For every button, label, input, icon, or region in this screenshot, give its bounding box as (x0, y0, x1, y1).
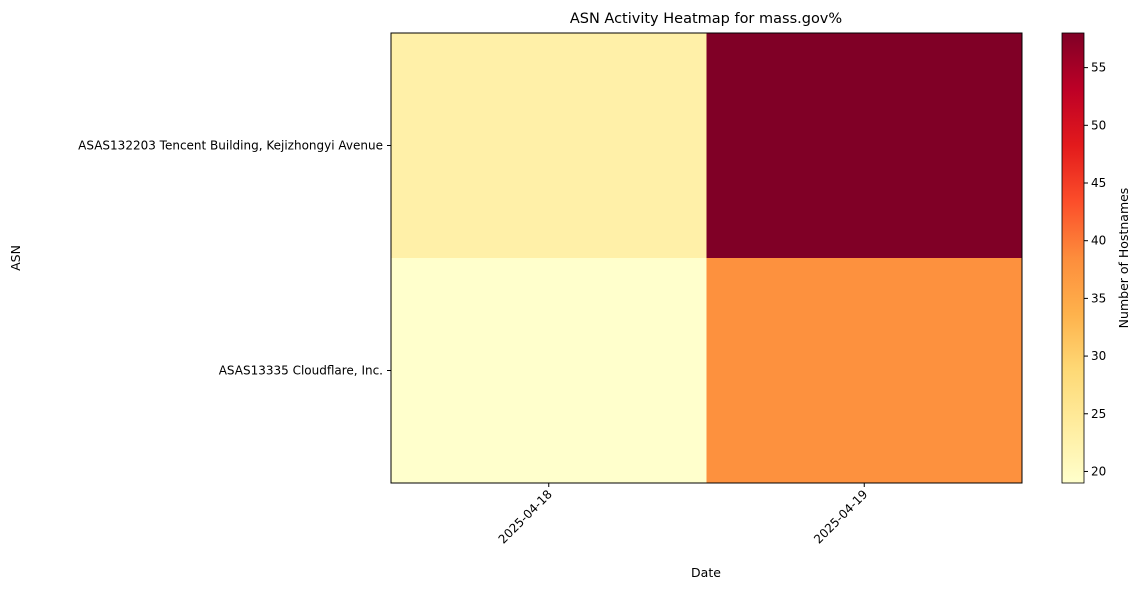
heatmap-cell (391, 258, 707, 484)
y-axis-ticks: ASAS132203 Tencent Building, Kejizhongyi… (78, 139, 391, 378)
x-axis-label: Date (691, 565, 721, 580)
colorbar-tick-label: 20 (1091, 464, 1106, 478)
x-tick-label: 2025-04-19 (811, 487, 870, 546)
colorbar-tick-label: 50 (1091, 118, 1106, 132)
y-tick-label: ASAS13335 Cloudflare, Inc. (219, 364, 383, 378)
colorbar-tick-label: 55 (1091, 61, 1106, 75)
colorbar (1061, 32, 1085, 484)
colorbar-tick-label: 30 (1091, 349, 1106, 363)
y-axis-label: ASN (8, 245, 23, 271)
colorbar-ticks: 20 25 30 35 40 45 50 55 (1084, 61, 1106, 478)
colorbar-tick-label: 25 (1091, 407, 1106, 421)
y-tick-label: ASAS132203 Tencent Building, Kejizhongyi… (78, 139, 383, 153)
x-axis-ticks: 2025-04-18 2025-04-19 (496, 483, 870, 546)
x-tick-label: 2025-04-18 (496, 487, 555, 546)
heatmap-cell (391, 33, 707, 259)
plot-frame (390, 32, 1023, 484)
heatmap-cell (706, 258, 1023, 484)
colorbar-tick-label: 40 (1091, 234, 1106, 248)
colorbar-tick-label: 35 (1091, 291, 1106, 305)
colorbar-label: Number of Hostnames (1116, 188, 1131, 329)
colorbar-tick-label: 45 (1091, 176, 1106, 190)
chart-title: ASN Activity Heatmap for mass.gov% (570, 11, 842, 27)
heatmap-cells (391, 33, 1023, 484)
heatmap-cell (706, 33, 1023, 259)
